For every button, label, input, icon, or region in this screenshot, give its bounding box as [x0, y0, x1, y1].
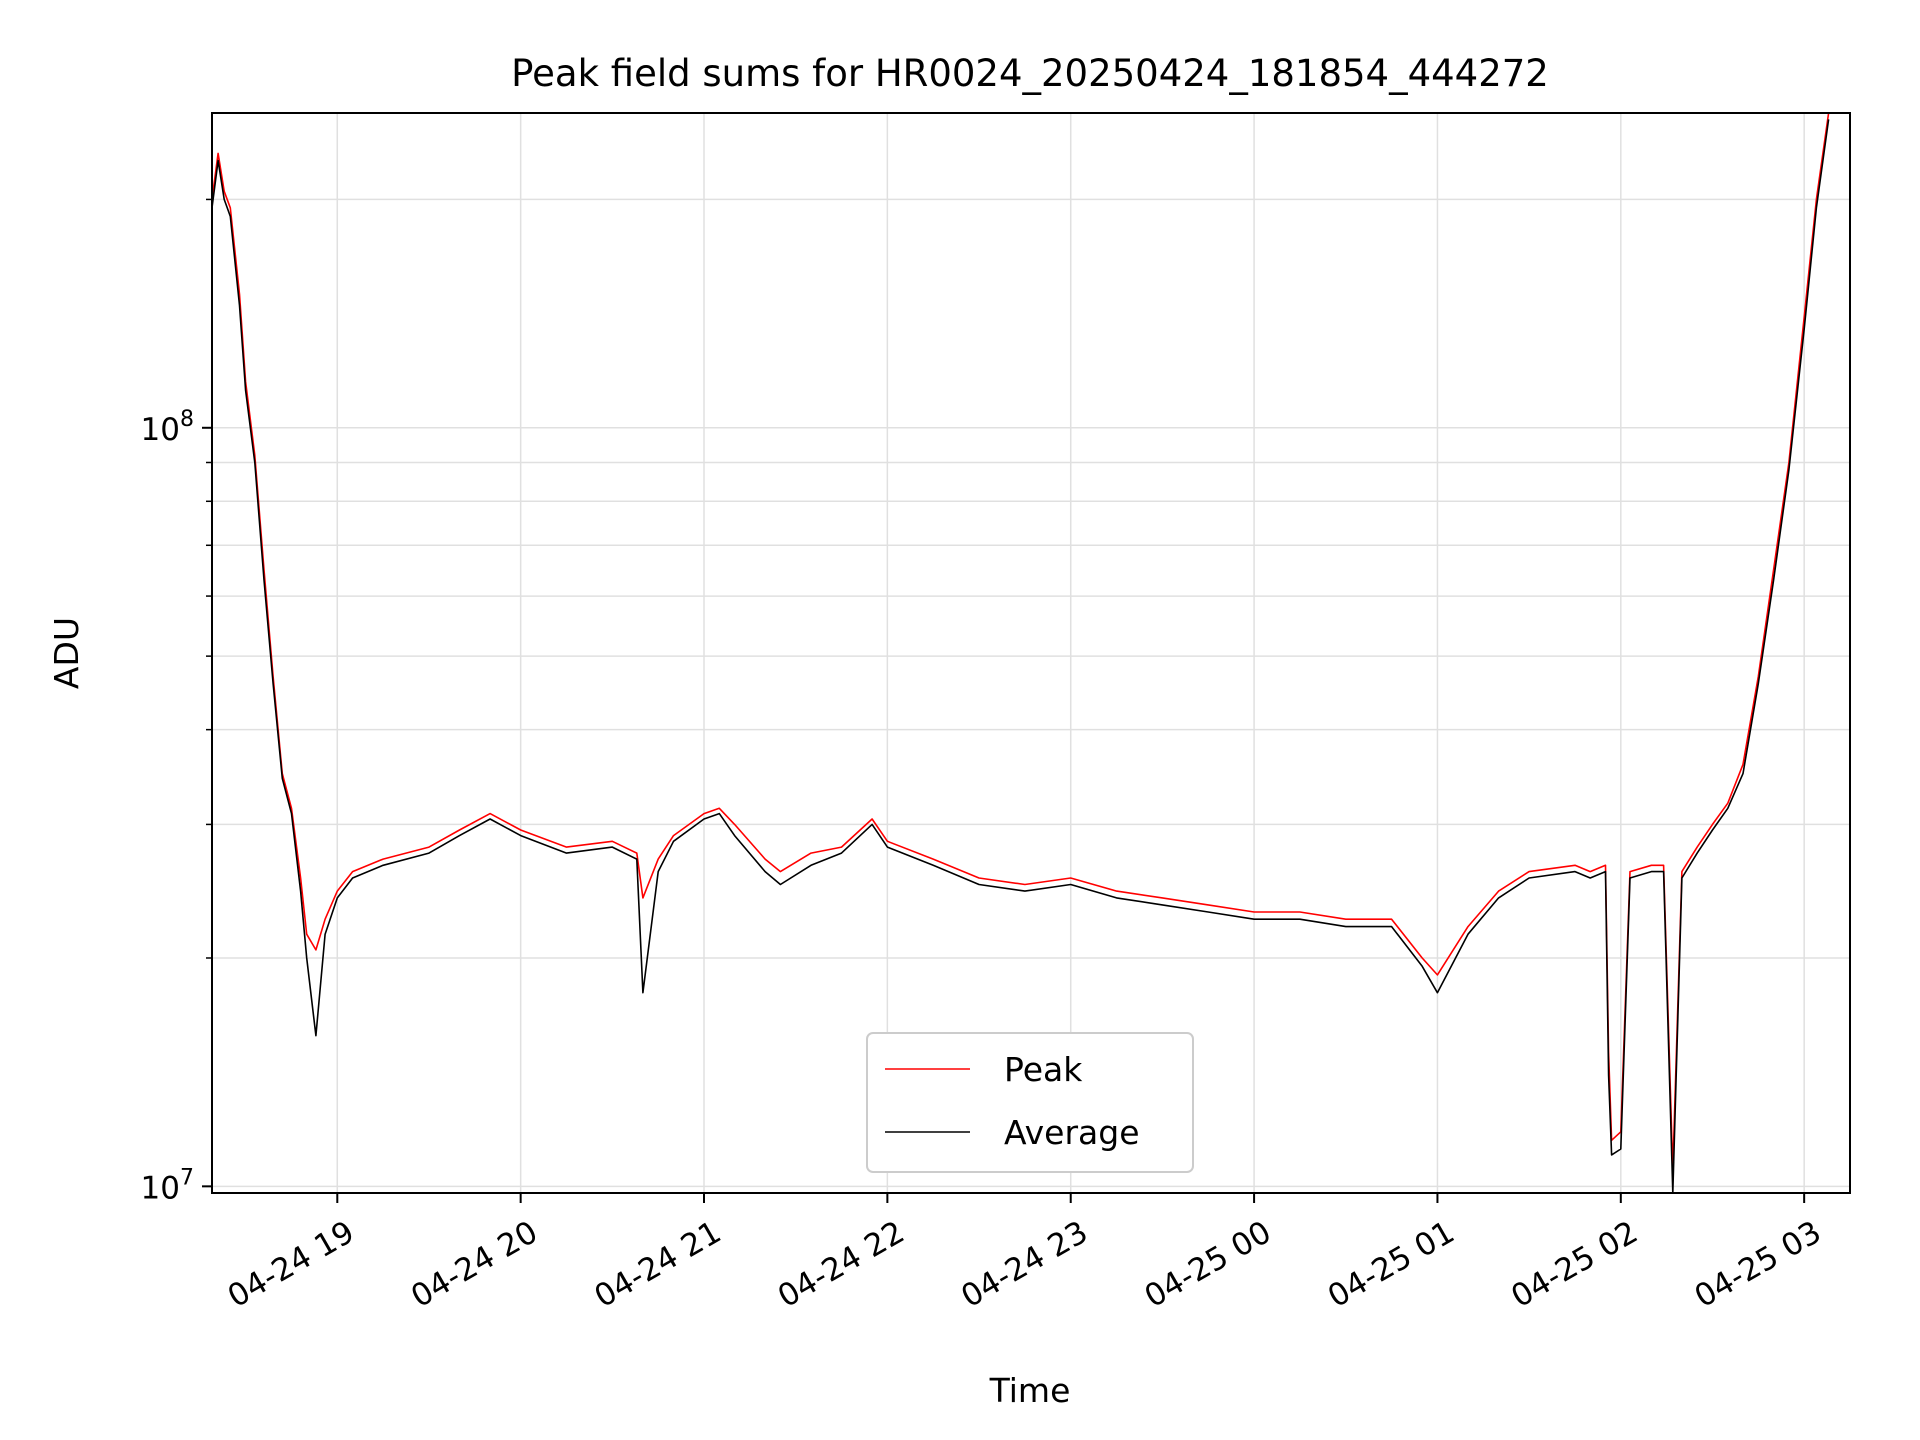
series-line-peak	[211, 112, 1830, 1172]
legend-average-label: Average	[1004, 1113, 1140, 1152]
series-line-average	[211, 119, 1830, 1194]
y-tick-label: 108	[141, 407, 194, 448]
legend: Peak Average	[866, 1032, 1194, 1173]
chart-title: Peak field sums for HR0024_20250424_1818…	[511, 52, 1549, 95]
grid	[212, 113, 1850, 1193]
series-layer	[211, 112, 1830, 1194]
x-axis-label: Time	[989, 1371, 1071, 1410]
legend-peak-label: Peak	[1004, 1050, 1083, 1089]
y-axis: 107 108	[141, 198, 212, 1206]
plot-frame	[211, 112, 1851, 1194]
legend-box	[866, 1032, 1194, 1173]
y-axis-label: ADU	[47, 617, 86, 689]
y-tick-label: 107	[141, 1165, 194, 1206]
